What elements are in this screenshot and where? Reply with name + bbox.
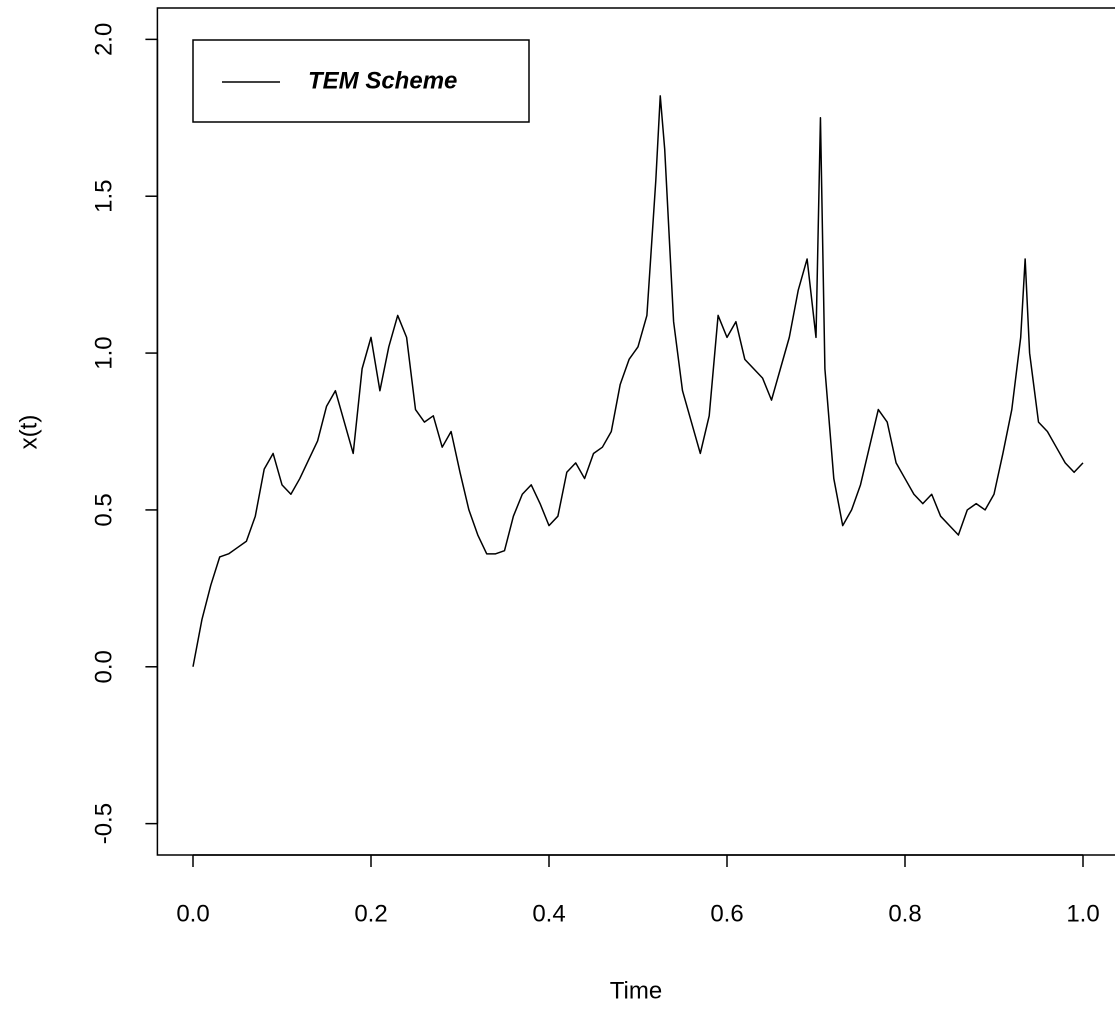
legend-label: TEM Scheme [308,67,457,94]
legend-box [192,39,530,123]
plot-frame [156,7,1115,856]
y-tick-label: 0.0 [91,650,118,683]
y-tick-label: 0.5 [91,493,118,526]
y-tick-label: 2.0 [91,23,118,56]
y-tick-label: 1.5 [91,180,118,213]
y-axis-label: x(t) [15,415,42,450]
x-axis-label: Time [610,977,662,1004]
x-tick-label: 0.8 [888,900,921,927]
x-tick-label: 0.2 [354,900,387,927]
x-tick-label: 1.0 [1066,900,1099,927]
y-tick-label: -0.5 [91,803,118,844]
x-tick-label: 0.0 [176,900,209,927]
x-tick-label: 0.4 [532,900,565,927]
y-tick-label: 1.0 [91,336,118,369]
x-tick-label: 0.6 [710,900,743,927]
data-line [192,95,1084,667]
